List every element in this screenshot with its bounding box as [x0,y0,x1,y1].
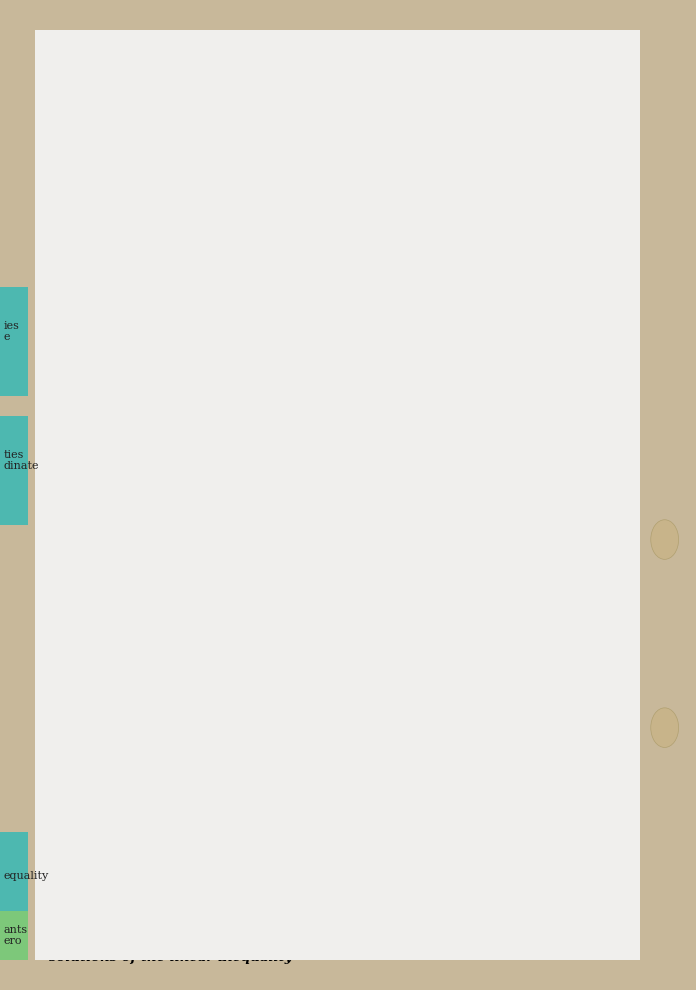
Text: c.: c. [72,694,86,708]
Text: The graph below represents the possible values for the number of terabytes
that : The graph below represents the possible … [56,40,547,113]
Text: a.: a. [72,539,86,552]
Polygon shape [118,175,458,465]
Text: e.: e. [72,856,86,870]
Text: (150, 150): (150, 150) [102,607,173,621]
Text: d.: d. [72,776,87,791]
Text: linear inequality: linear inequality [63,918,186,931]
Text: in two variables. All the points in the shaded region are: in two variables. All the points in the … [144,918,521,931]
Text: b.: b. [72,607,87,621]
Text: ants
ero: ants ero [3,925,28,946]
Text: y: y [104,131,111,145]
Text: .: . [221,951,226,964]
Text: The graph of Axl and Aneeza’s storage plan above is an example of a graph of: The graph of Axl and Aneeza’s storage pl… [49,886,572,899]
Text: (20, 120): (20, 120) [102,776,165,791]
Text: (200, 50): (200, 50) [102,539,164,552]
Text: (225, 25): (225, 25) [102,694,164,708]
Text: (120, 200): (120, 200) [102,856,173,870]
Text: equality: equality [3,871,49,881]
Text: a: a [49,918,61,931]
Text: 5.  Graph each ordered pair on the graph above. Determine if it will allow
    A: 5. Graph each ordered pair on the graph … [49,475,544,503]
Text: ies
e: ies e [3,321,19,343]
Text: solutions of the linear inequality: solutions of the linear inequality [49,951,292,964]
Text: x: x [526,471,534,485]
Text: ties
dinate: ties dinate [3,449,39,471]
